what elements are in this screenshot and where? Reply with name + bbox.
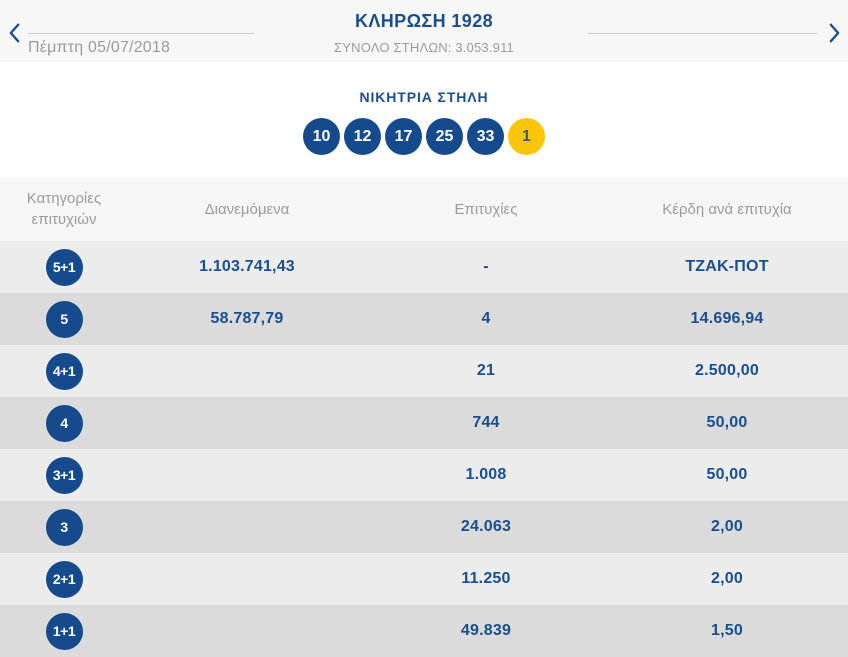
joker-number-ball: 1 xyxy=(508,118,545,155)
prize-value: 2.500,00 xyxy=(695,362,759,379)
category-badge: 2+1 xyxy=(45,560,83,598)
results-table: Κατηγορίες επιτυχιών Διανεμόμενα Επιτυχί… xyxy=(0,177,848,657)
previous-draw-button[interactable] xyxy=(3,21,25,47)
winning-number-ball: 12 xyxy=(344,118,381,155)
prize-value: 2,00 xyxy=(711,518,743,535)
column-header-distributed: Διανεμόμενα xyxy=(204,200,290,218)
category-cell: 4+1 xyxy=(0,352,128,390)
winners-value: 21 xyxy=(476,362,496,379)
category-badge: 4+1 xyxy=(45,352,83,390)
table-row: 5+1 1.103.741,43 - ΤΖΑΚ-ΠΟΤ xyxy=(0,241,848,293)
winning-number-ball: 17 xyxy=(385,118,422,155)
category-badge: 3+1 xyxy=(45,456,83,494)
category-cell: 5+1 xyxy=(0,248,128,286)
winning-column-title: ΝΙΚΗΤΡΙΑ ΣΤΗΛΗ xyxy=(359,89,489,105)
category-cell: 3+1 xyxy=(0,456,128,494)
column-header-prize: Κέρδη ανά επιτυχία xyxy=(662,200,792,218)
winning-number-ball: 33 xyxy=(467,118,504,155)
category-badge: 1+1 xyxy=(45,612,83,650)
winners-value: 11.250 xyxy=(461,570,511,587)
prize-value: 2,00 xyxy=(711,570,743,587)
page-title: ΚΛΗΡΩΣΗ 1928 xyxy=(354,11,494,31)
column-header-winners: Επιτυχίες xyxy=(454,200,518,218)
category-badge: 5+1 xyxy=(45,248,83,286)
category-cell: 5 xyxy=(0,300,128,338)
results-table-body: 5+1 1.103.741,43 - ΤΖΑΚ-ΠΟΤ 5 58.787,79 … xyxy=(0,241,848,657)
table-row: 4 744 50,00 xyxy=(0,397,848,449)
distributed-value: 1.103.741,43 xyxy=(199,258,295,275)
draw-header: Πέμπτη 05/07/2018 ΚΛΗΡΩΣΗ 1928 ΣΥΝΟΛΟ ΣΤ… xyxy=(0,0,848,62)
winners-value: 24.063 xyxy=(460,518,512,535)
prize-value: 1,50 xyxy=(711,622,743,639)
winning-column-section: ΝΙΚΗΤΡΙΑ ΣΤΗΛΗ 10 12 17 25 33 1 xyxy=(0,62,848,177)
category-cell: 4 xyxy=(0,404,128,442)
draw-date: Πέμπτη 05/07/2018 xyxy=(28,39,171,56)
table-row: 3+1 1.008 50,00 xyxy=(0,449,848,501)
date-divider-left xyxy=(28,33,254,34)
distributed-value: 58.787,79 xyxy=(210,310,284,327)
total-columns-label: ΣΥΝΟΛΟ ΣΤΗΛΩΝ: xyxy=(334,40,452,55)
category-badge: 3 xyxy=(45,508,83,546)
table-row: 2+1 11.250 2,00 xyxy=(0,553,848,605)
winners-value: 49.839 xyxy=(460,622,512,639)
winners-value: 1.008 xyxy=(465,466,507,483)
winners-value: 4 xyxy=(481,310,491,327)
prize-value: 50,00 xyxy=(706,414,748,431)
chevron-left-icon xyxy=(8,22,21,47)
winning-number-ball: 25 xyxy=(426,118,463,155)
prize-value: 50,00 xyxy=(706,466,748,483)
table-row: 1+1 49.839 1,50 xyxy=(0,605,848,657)
total-columns-value: 3.053.911 xyxy=(455,40,514,55)
winners-value: - xyxy=(483,258,489,275)
category-cell: 1+1 xyxy=(0,612,128,650)
table-row: 5 58.787,79 4 14.696,94 xyxy=(0,293,848,345)
date-divider-right xyxy=(588,33,817,34)
category-cell: 2+1 xyxy=(0,560,128,598)
results-table-header: Κατηγορίες επιτυχιών Διανεμόμενα Επιτυχί… xyxy=(0,177,848,241)
table-row: 4+1 21 2.500,00 xyxy=(0,345,848,397)
winning-numbers: 10 12 17 25 33 1 xyxy=(0,118,848,155)
category-badge: 4 xyxy=(45,404,83,442)
chevron-right-icon xyxy=(828,22,841,47)
winners-value: 744 xyxy=(472,414,500,431)
next-draw-button[interactable] xyxy=(823,21,845,47)
column-header-categories: Κατηγορίες επιτυχιών xyxy=(26,190,102,228)
prize-value: ΤΖΑΚ-ΠΟΤ xyxy=(685,258,769,275)
category-cell: 3 xyxy=(0,508,128,546)
winning-number-ball: 10 xyxy=(303,118,340,155)
total-columns: ΣΥΝΟΛΟ ΣΤΗΛΩΝ: 3.053.911 xyxy=(0,40,848,55)
prize-value: 14.696,94 xyxy=(690,310,764,327)
category-badge: 5 xyxy=(45,300,83,338)
table-row: 3 24.063 2,00 xyxy=(0,501,848,553)
